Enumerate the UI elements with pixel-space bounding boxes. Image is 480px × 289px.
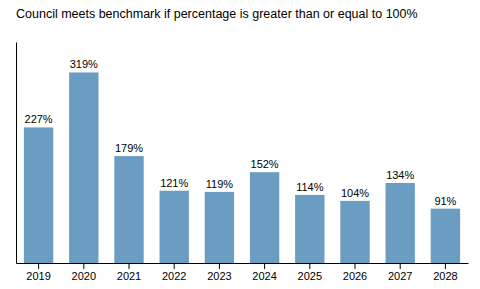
data-label: 104%	[341, 187, 369, 199]
x-tick-mark	[400, 263, 401, 269]
x-tick-mark	[83, 263, 84, 269]
x-tick-label: 2023	[207, 270, 231, 282]
data-label: 319%	[70, 58, 98, 70]
x-tick: 2024	[252, 263, 276, 282]
data-label: 119%	[206, 178, 234, 190]
x-axis: 2019 2020 2021 2022 2023 2024 2025 2026 2027 2028	[17, 263, 469, 282]
x-tick-mark	[355, 263, 356, 269]
x-tick-label: 2021	[117, 270, 141, 282]
data-label: 134%	[386, 169, 414, 181]
x-tick-label: 2026	[343, 270, 367, 282]
chart-title: Council meets benchmark if percentage is…	[16, 7, 418, 21]
y-axis-line	[16, 43, 17, 264]
x-tick-label: 2024	[252, 270, 276, 282]
data-labels: 227% 319% 179% 121% 119% 152% 114% 104% 134% 91%	[25, 58, 457, 206]
x-tick-mark	[174, 263, 175, 269]
x-tick: 2021	[117, 263, 141, 282]
chart-container: Council meets benchmark if percentage is…	[0, 0, 480, 289]
chart-svg: Council meets benchmark if percentage is…	[0, 0, 480, 289]
bar	[431, 209, 460, 263]
x-tick: 2026	[343, 263, 367, 282]
x-tick: 2023	[207, 263, 231, 282]
bar	[114, 156, 143, 263]
bar	[69, 72, 98, 263]
x-tick-mark	[38, 263, 39, 269]
x-tick-label: 2027	[388, 270, 412, 282]
x-tick: 2020	[72, 263, 96, 282]
x-tick-mark	[129, 263, 130, 269]
data-label: 91%	[434, 195, 456, 207]
x-tick-mark	[445, 263, 446, 269]
bar	[386, 183, 415, 263]
y-axis	[16, 43, 17, 264]
x-tick-label: 2019	[26, 270, 50, 282]
x-tick: 2019	[26, 263, 50, 282]
x-tick: 2022	[162, 263, 186, 282]
data-label: 152%	[251, 158, 279, 170]
data-label: 227%	[25, 113, 53, 125]
x-tick-mark	[309, 263, 310, 269]
data-label: 121%	[160, 177, 188, 189]
data-label: 179%	[115, 142, 143, 154]
x-tick: 2025	[298, 263, 322, 282]
x-tick-mark	[219, 263, 220, 269]
plot-area: 227%319%179%121%119%152%114%104%134%91%2…	[17, 43, 469, 282]
x-tick-label: 2025	[298, 270, 322, 282]
x-tick: 2028	[433, 263, 457, 282]
bar	[250, 172, 279, 263]
x-tick-mark	[264, 263, 265, 269]
data-label: 114%	[296, 181, 324, 193]
x-tick-label: 2028	[433, 270, 457, 282]
x-tick-label: 2020	[72, 270, 96, 282]
x-tick-label: 2022	[162, 270, 186, 282]
bar	[205, 192, 234, 263]
bar	[340, 201, 369, 263]
bar	[295, 195, 324, 263]
bars	[24, 72, 460, 263]
x-tick: 2027	[388, 263, 412, 282]
bar	[160, 191, 189, 263]
bar	[24, 127, 53, 263]
